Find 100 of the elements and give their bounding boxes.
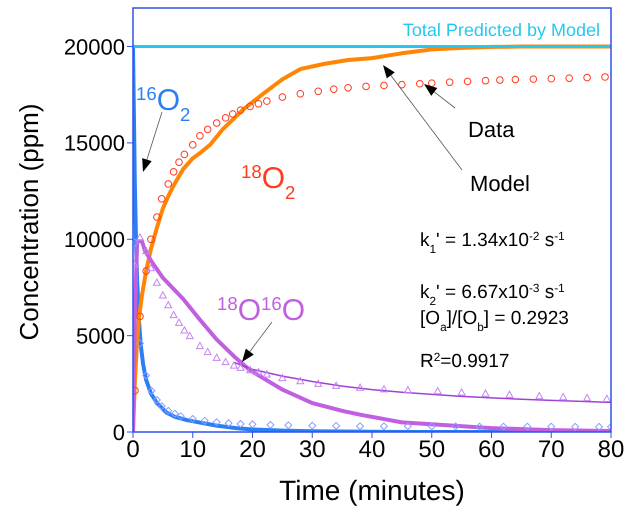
series-label: Total Predicted by Model bbox=[402, 20, 600, 40]
point bbox=[278, 374, 286, 382]
point bbox=[180, 150, 188, 158]
point bbox=[136, 339, 144, 348]
point bbox=[175, 318, 183, 326]
point bbox=[262, 370, 271, 378]
point bbox=[142, 372, 150, 380]
point bbox=[222, 358, 230, 366]
x-tick-label: 70 bbox=[538, 436, 565, 464]
point bbox=[398, 80, 406, 89]
point bbox=[142, 246, 150, 254]
point bbox=[204, 348, 212, 356]
point bbox=[236, 420, 244, 428]
point bbox=[188, 414, 197, 423]
point bbox=[571, 422, 580, 431]
point bbox=[248, 420, 256, 428]
point bbox=[332, 422, 340, 430]
point bbox=[356, 422, 364, 430]
point bbox=[180, 326, 188, 334]
point bbox=[380, 82, 388, 90]
point bbox=[416, 80, 424, 88]
point bbox=[176, 412, 185, 420]
x-tick-label: 30 bbox=[298, 436, 326, 464]
point bbox=[222, 114, 230, 122]
y-axis-title: Concentration (ppm) bbox=[14, 104, 44, 340]
point bbox=[535, 392, 544, 400]
point bbox=[428, 422, 436, 430]
point bbox=[482, 76, 490, 84]
point bbox=[500, 422, 508, 431]
point bbox=[188, 141, 197, 149]
point bbox=[230, 361, 238, 369]
point bbox=[263, 97, 271, 105]
x-tick-label: 20 bbox=[239, 436, 266, 464]
point bbox=[559, 393, 568, 400]
x-axis-title: Time (minutes) bbox=[279, 475, 465, 506]
point bbox=[136, 233, 144, 241]
point bbox=[170, 310, 178, 318]
point bbox=[153, 278, 161, 286]
point bbox=[278, 93, 286, 101]
point bbox=[147, 264, 155, 272]
series-label: $^{18}$O$_{2}$ bbox=[241, 160, 296, 202]
point bbox=[228, 110, 237, 118]
point bbox=[236, 106, 244, 114]
point bbox=[512, 76, 520, 84]
point bbox=[380, 385, 388, 392]
point bbox=[547, 74, 556, 83]
point bbox=[164, 180, 172, 188]
annotation: [O$_{a}$]/[O$_{b}$] = 0.2923 bbox=[420, 308, 569, 334]
point bbox=[458, 388, 466, 396]
point bbox=[583, 394, 591, 402]
point bbox=[254, 100, 262, 108]
point bbox=[212, 418, 221, 426]
point bbox=[308, 422, 316, 430]
series-label: $^{18}$O$^{16}$O bbox=[217, 292, 306, 327]
point bbox=[246, 102, 254, 110]
point bbox=[212, 119, 220, 127]
point bbox=[344, 84, 352, 92]
point bbox=[314, 87, 322, 96]
point bbox=[482, 390, 490, 397]
point bbox=[314, 380, 322, 387]
point bbox=[523, 422, 532, 431]
point bbox=[602, 394, 611, 402]
point bbox=[356, 384, 364, 391]
point bbox=[158, 195, 166, 203]
x-tick-label: 60 bbox=[478, 436, 505, 464]
point bbox=[136, 312, 144, 320]
annotation: Model bbox=[470, 171, 530, 196]
point bbox=[196, 342, 204, 350]
point bbox=[153, 396, 161, 404]
point bbox=[158, 402, 166, 410]
point bbox=[204, 126, 212, 134]
annotation: Data bbox=[468, 117, 516, 142]
point bbox=[142, 267, 150, 275]
point bbox=[164, 301, 172, 308]
point bbox=[153, 213, 161, 221]
y-tick-label: 5000 bbox=[76, 323, 125, 348]
point bbox=[496, 76, 504, 84]
point bbox=[330, 85, 338, 93]
y-tick-label: 0 bbox=[112, 420, 125, 445]
x-tick-label: 10 bbox=[179, 436, 206, 464]
point bbox=[148, 386, 156, 395]
point bbox=[404, 422, 412, 430]
point bbox=[428, 79, 436, 87]
series-label: $^{16}$O$_{2}$ bbox=[136, 82, 190, 124]
point bbox=[506, 390, 514, 398]
point bbox=[164, 406, 172, 415]
point bbox=[565, 74, 573, 82]
point bbox=[158, 291, 167, 298]
point bbox=[380, 422, 388, 430]
point bbox=[254, 368, 262, 376]
point bbox=[530, 75, 538, 83]
annotation: k$_{2}$' = 6.67x10$^{-3}$ s$^{-1}$ bbox=[420, 282, 565, 308]
point bbox=[212, 354, 221, 361]
point bbox=[170, 168, 178, 176]
point bbox=[601, 73, 609, 81]
point bbox=[186, 332, 194, 340]
point bbox=[404, 386, 412, 394]
point bbox=[476, 422, 484, 431]
point bbox=[170, 410, 179, 418]
point bbox=[434, 387, 442, 394]
